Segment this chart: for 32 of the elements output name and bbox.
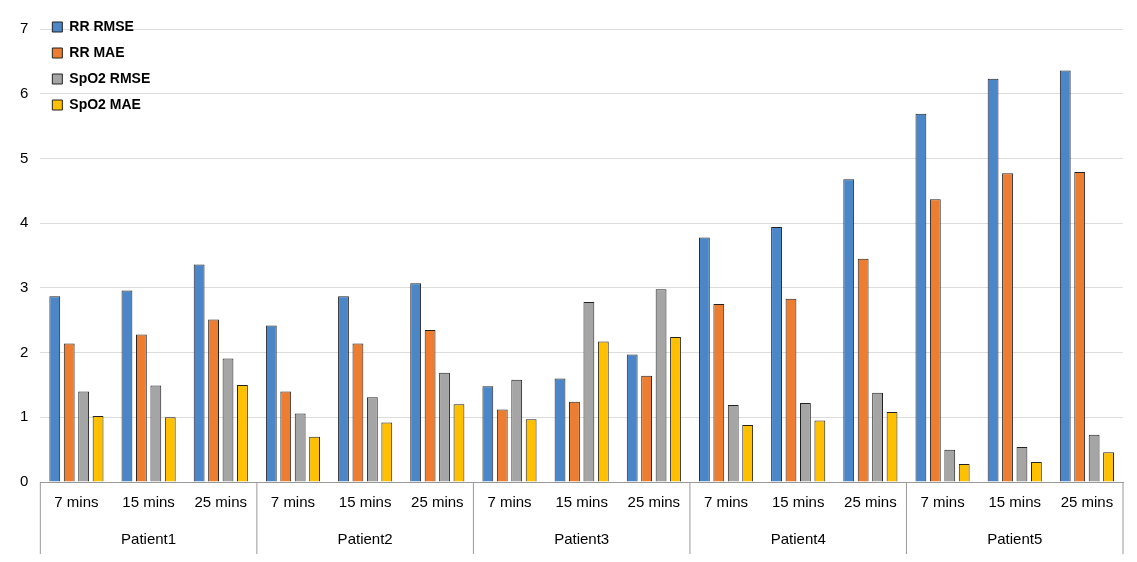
- x-tick-label: 7 mins: [703, 493, 749, 511]
- text: Patient5: [987, 530, 1043, 548]
- y-tick-label: 5: [20, 148, 29, 166]
- x-tick-label: 25 mins: [1060, 493, 1114, 511]
- x-tick-label: 7 mins: [487, 493, 532, 511]
- x-tick-label: 7 mins: [54, 493, 99, 511]
- x-tick-label: 25 mins: [627, 493, 681, 511]
- x-tick-label: 7 mins: [270, 493, 316, 511]
- text: Patient3: [554, 530, 610, 548]
- legend-label: SpO2 RMSE: [69, 69, 151, 86]
- x-tick-label: 25 mins: [194, 493, 248, 511]
- x-tick-label: 15 mins: [122, 493, 175, 511]
- y-tick-label: 0: [20, 472, 29, 490]
- text: Patient4: [770, 530, 826, 548]
- y-tick-label: 2: [20, 342, 29, 360]
- y-tick-label: 3: [20, 278, 29, 295]
- y-tick-label: 7: [20, 19, 29, 37]
- y-tick-label: 6: [20, 83, 29, 101]
- legend-label: RR RMSE: [69, 17, 134, 34]
- x-tick-label: 15 mins: [988, 493, 1041, 511]
- legend-label: RR MAE: [69, 43, 125, 60]
- x-tick-label: 7 mins: [920, 493, 965, 511]
- text: Patient2: [337, 530, 393, 548]
- y-tick-label: 1: [20, 407, 29, 425]
- legend-label: SpO2 MAE: [69, 95, 141, 112]
- x-tick-label: 25 mins: [844, 493, 897, 511]
- y-tick-label: 4: [20, 213, 29, 231]
- text: Patient1: [121, 530, 177, 548]
- x-tick-label: 15 mins: [771, 493, 825, 511]
- x-tick-label: 15 mins: [555, 493, 608, 511]
- x-tick-label: 15 mins: [338, 493, 392, 511]
- x-tick-label: 25 mins: [411, 493, 464, 511]
